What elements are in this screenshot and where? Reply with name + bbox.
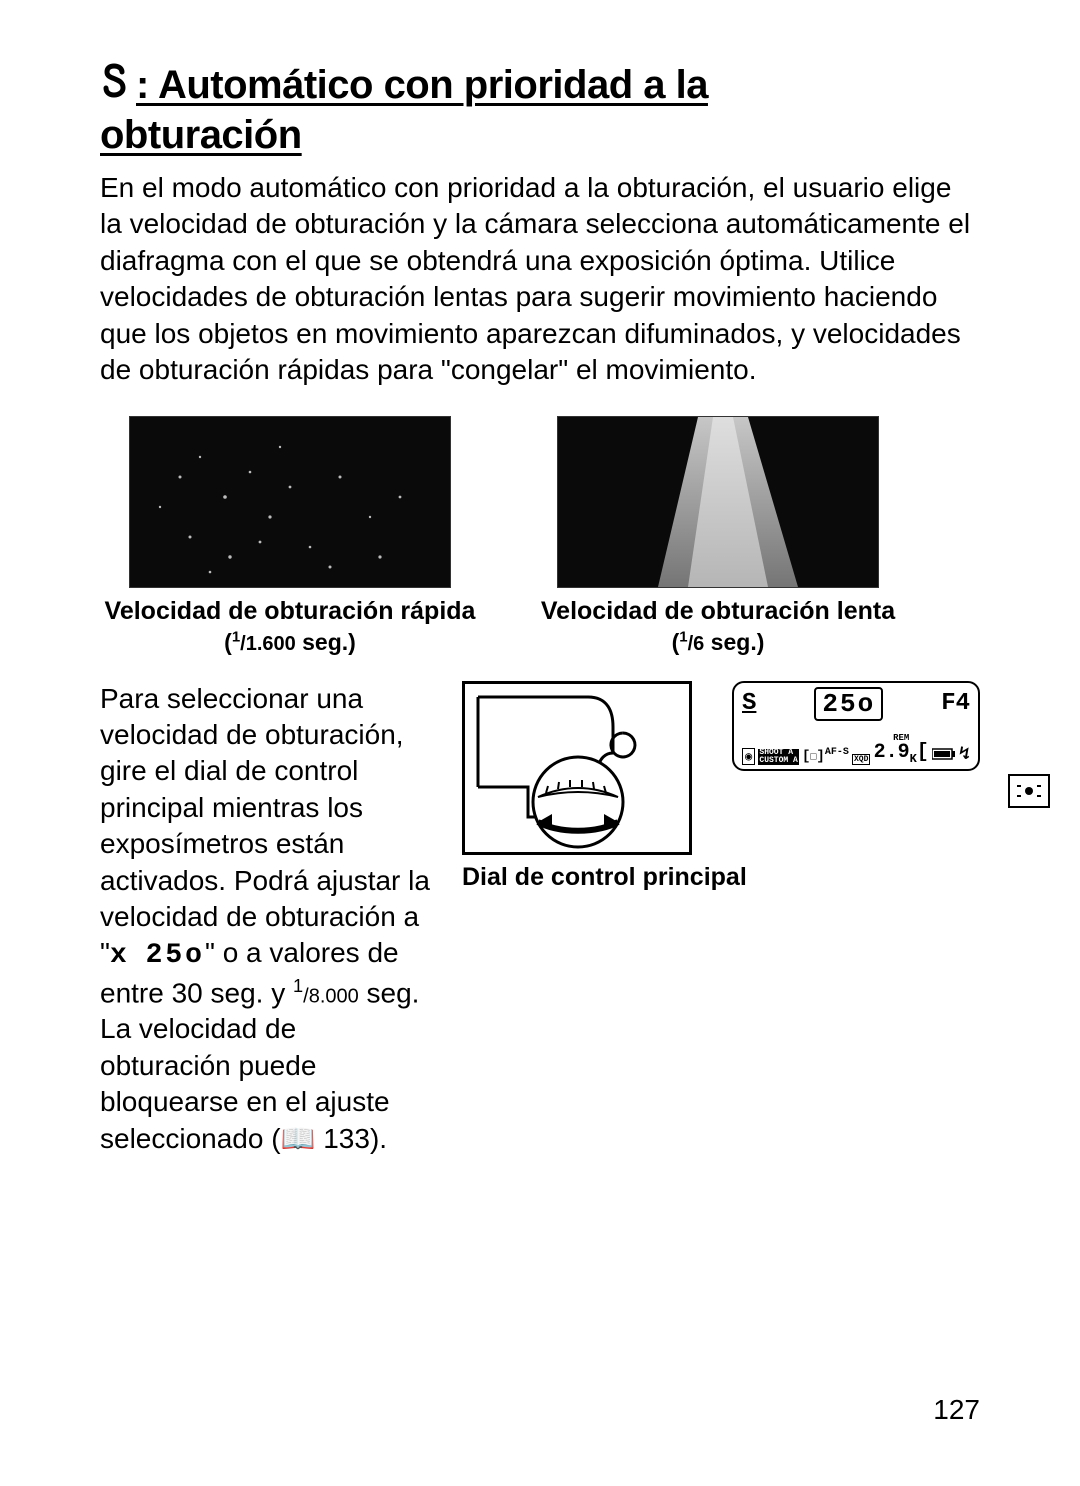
page-number: 127 bbox=[933, 1394, 980, 1426]
photo-slow-shutter bbox=[557, 416, 879, 588]
battery-icon bbox=[932, 748, 956, 765]
instr-frac-num: 1 bbox=[293, 976, 303, 996]
fast-caption-label: Velocidad de obturación rápida bbox=[105, 597, 476, 625]
fast-detail-num: 1 bbox=[232, 628, 240, 645]
instr-p1: Para seleccionar una velocidad de obtura… bbox=[100, 683, 430, 969]
instr-ref: 133 bbox=[323, 1123, 370, 1154]
control-panel-display: S 25o F4 ◉ SHOOT A CUSTOM A [□]AF-S XQD bbox=[732, 681, 980, 771]
slow-detail-num: 1 bbox=[679, 628, 687, 645]
instr-lcd-value: 25o bbox=[146, 940, 205, 971]
instruction-paragraph: Para seleccionar una velocidad de obtura… bbox=[100, 681, 430, 1157]
slow-detail-denom: /6 bbox=[688, 633, 705, 655]
dial-illustration bbox=[462, 681, 692, 855]
display-aperture: F4 bbox=[941, 690, 970, 717]
display-card: XQD bbox=[852, 754, 870, 765]
fast-detail-prefix: ( bbox=[224, 629, 232, 655]
dial-caption: Dial de control principal bbox=[462, 863, 747, 892]
metering-icon: ◉ bbox=[742, 748, 755, 765]
fast-detail-denom: /1.600 bbox=[240, 633, 296, 655]
slow-caption-label: Velocidad de obturación lenta bbox=[541, 597, 895, 625]
flash-icon: ↯ bbox=[959, 743, 970, 765]
title-line2-text: obturación bbox=[100, 113, 302, 157]
display-af: AF-S bbox=[825, 747, 849, 758]
mode-s-icon bbox=[100, 60, 130, 110]
instr-frac-denom: /8.000 bbox=[303, 985, 359, 1007]
display-shutter: 25o bbox=[814, 687, 883, 721]
slow-detail-suffix: seg.) bbox=[704, 629, 764, 655]
example-slow: Velocidad de obturación lenta (1/6 seg.) bbox=[528, 416, 908, 656]
display-count: 2.9 bbox=[874, 741, 910, 764]
instr-p4: ). bbox=[370, 1123, 387, 1154]
title-line1-text: : Automático con prioridad a la bbox=[136, 63, 708, 107]
fast-detail-suffix: seg.) bbox=[296, 629, 356, 655]
intro-paragraph: En el modo automático con prioridad a la… bbox=[100, 170, 980, 388]
page-title: : Automático con prioridad a la obturaci… bbox=[100, 60, 980, 160]
display-mode: S bbox=[742, 690, 756, 717]
example-row: Velocidad de obturación rápida (1/1.600 … bbox=[100, 416, 980, 656]
example-fast: Velocidad de obturación rápida (1/1.600 … bbox=[100, 416, 480, 656]
exposure-section-icon bbox=[1008, 774, 1050, 808]
instr-lcd-prefix: x bbox=[110, 940, 146, 971]
display-bank-custom: CUSTOM A bbox=[758, 757, 798, 765]
book-icon: 📖 bbox=[281, 1123, 316, 1154]
display-count-suffix: K bbox=[910, 752, 917, 766]
photo-fast-shutter bbox=[129, 416, 451, 588]
